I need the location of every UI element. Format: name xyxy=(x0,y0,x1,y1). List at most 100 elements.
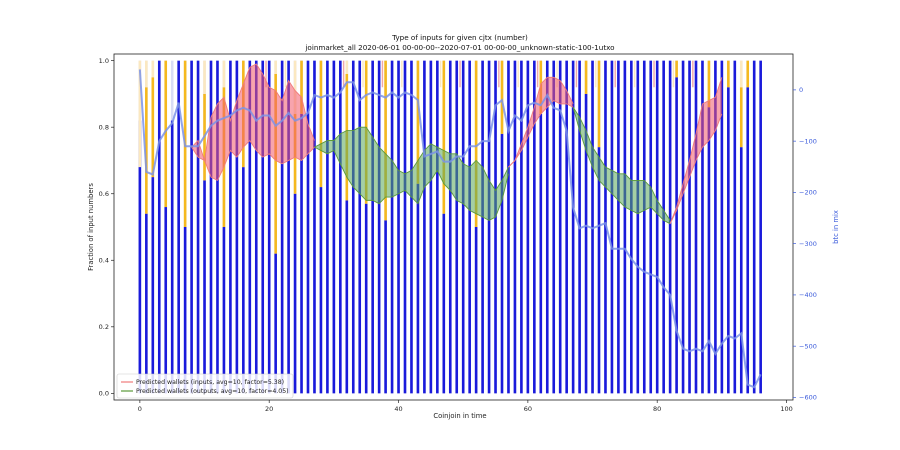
bar-blue xyxy=(623,60,627,394)
bar-blue xyxy=(332,60,336,394)
bar-blue xyxy=(280,60,284,394)
outputs-band-2-fill xyxy=(573,107,671,224)
bar-accent xyxy=(362,60,364,88)
outputs-band-upper-line xyxy=(314,126,509,192)
bar-blue xyxy=(377,60,381,394)
outputs-band-lower-line xyxy=(314,146,509,221)
bar-blue xyxy=(662,60,665,394)
bar-accent xyxy=(595,60,597,88)
bar-blue xyxy=(591,60,594,394)
bar-blue xyxy=(371,60,374,394)
bar-orange xyxy=(500,60,504,134)
bar-accent xyxy=(672,60,675,88)
bars-layer xyxy=(138,60,762,394)
y2-tick-label: 0 xyxy=(799,86,803,94)
bar-cream xyxy=(293,60,297,114)
inputs-band-3-upper-line xyxy=(669,77,723,224)
bar-orange xyxy=(442,60,446,214)
inputs-band-3-lower-line xyxy=(669,113,723,224)
bar-orange xyxy=(746,60,750,88)
bar-blue xyxy=(177,60,180,394)
bar-blue xyxy=(300,113,303,394)
y-tick-label: 1.0 xyxy=(99,57,109,65)
bar-blue xyxy=(448,60,452,394)
bar-blue xyxy=(442,213,446,394)
legend-inputs-label: Predicted wallets (inputs, avg=10, facto… xyxy=(136,379,284,386)
bar-blue xyxy=(229,60,232,394)
y-tick-label: 0.0 xyxy=(99,390,109,398)
bar-blue xyxy=(571,60,575,394)
inputs-band-3-fill xyxy=(670,77,722,224)
y-tick-label: 0.2 xyxy=(99,323,109,331)
bar-blue xyxy=(565,60,568,394)
bar-blue xyxy=(642,60,646,394)
bar-blue xyxy=(164,207,168,394)
bar-orange xyxy=(739,87,743,148)
bar-blue xyxy=(461,60,465,394)
bar-blue xyxy=(688,60,691,394)
x-tick-label: 80 xyxy=(653,405,661,413)
bar-accent xyxy=(439,60,442,88)
bar-orange xyxy=(675,60,678,78)
bar-blue xyxy=(630,60,633,394)
inputs-band-2-lower-line xyxy=(508,100,574,168)
bar-blue xyxy=(513,60,517,394)
bar-cream xyxy=(222,60,226,88)
bar-orange xyxy=(151,77,155,178)
x-axis: 0 20 40 60 80 100 xyxy=(138,400,793,413)
bar-accent xyxy=(614,60,616,88)
bar-blue xyxy=(552,60,556,394)
bar-blue xyxy=(138,120,142,394)
bar-cream xyxy=(138,60,142,168)
bar-accent xyxy=(265,60,267,88)
bar-blue xyxy=(694,60,698,394)
chart-subtitle: joinmarket_all 2020-06-01 00-00-00--2020… xyxy=(304,43,614,52)
inputs-band-fill xyxy=(191,63,315,181)
bar-blue xyxy=(545,60,549,394)
bar-blue xyxy=(364,203,368,394)
plot-frame xyxy=(113,53,794,401)
bar-accent xyxy=(459,60,461,88)
y2-tick-label: −100 xyxy=(799,137,817,145)
bar-accent xyxy=(401,60,403,88)
bar-cream xyxy=(145,60,148,88)
bar-orange xyxy=(474,60,478,228)
bar-accent xyxy=(575,60,578,88)
bar-blue xyxy=(216,60,219,394)
bar-orange xyxy=(597,60,601,148)
bar-orange xyxy=(384,60,387,221)
bar-blue xyxy=(151,177,155,394)
bar-blue xyxy=(520,60,523,394)
bar-blue xyxy=(235,60,239,394)
legend-outputs-label: Predicted wallets (outputs, avg=10, fact… xyxy=(136,388,289,395)
bar-accent xyxy=(536,60,539,88)
bar-blue xyxy=(157,60,161,394)
bar-blue xyxy=(351,60,355,394)
x-tick-label: 20 xyxy=(265,405,273,413)
bar-accent xyxy=(381,60,384,88)
bar-blue xyxy=(384,220,387,394)
y-axis: 0.0 0.2 0.4 0.6 0.8 1.0 xyxy=(99,57,114,398)
y2-tick-label: −600 xyxy=(799,394,817,402)
bar-blue xyxy=(319,187,323,394)
bar-blue xyxy=(339,60,342,394)
bar-cream xyxy=(274,60,277,74)
bar-blue xyxy=(423,60,426,394)
bar-blue xyxy=(759,60,762,394)
bar-blue xyxy=(403,60,407,394)
bar-blue xyxy=(474,227,478,394)
bar-blue xyxy=(345,200,349,394)
bar-blue xyxy=(507,60,510,394)
bar-blue xyxy=(436,60,439,394)
legend-box xyxy=(116,373,294,399)
inputs-band-upper-line xyxy=(191,63,315,161)
bar-blue xyxy=(248,60,252,394)
y2-axis: 0 −100 −200 −300 −400 −500 −600 xyxy=(793,86,817,402)
bar-blue xyxy=(313,60,316,394)
bar-blue xyxy=(746,87,750,394)
bar-blue xyxy=(326,60,329,394)
bar-blue xyxy=(261,60,265,394)
bands-layer xyxy=(191,63,723,225)
y2-tick-label: −500 xyxy=(799,342,817,350)
bar-blue xyxy=(526,60,530,394)
